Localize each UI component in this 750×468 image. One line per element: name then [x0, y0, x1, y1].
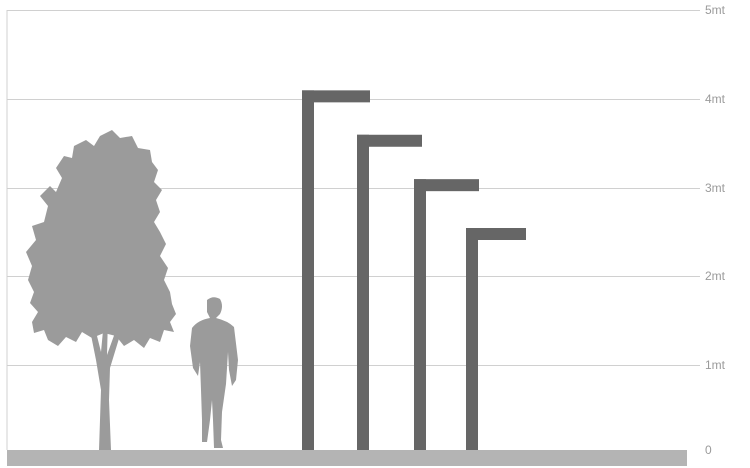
pole-4-arm: [466, 228, 526, 240]
pole-1: [302, 90, 370, 451]
tick-label-2m: 2mt: [705, 269, 726, 283]
pole-1-post: [302, 90, 314, 451]
tick-label-0: 0: [705, 443, 712, 457]
pole-2-arm: [357, 134, 422, 147]
poles: [302, 90, 526, 451]
tree-silhouette-icon: [26, 130, 176, 450]
pole-4-post: [466, 228, 478, 450]
tick-label-5m: 5mt: [705, 3, 726, 17]
pole-3-arm: [414, 179, 479, 192]
pole-1-arm: [302, 90, 370, 103]
pole-2: [357, 134, 422, 450]
pole-2-post: [357, 134, 369, 450]
tick-label-4m: 4mt: [705, 92, 726, 106]
tick-label-3m: 3mt: [705, 181, 726, 195]
tick-label-1m: 1mt: [705, 358, 726, 372]
pole-3-post: [414, 179, 426, 450]
pole-3: [414, 179, 479, 450]
ground-bar: [7, 450, 687, 466]
person-silhouette-icon: [190, 297, 238, 448]
tick-labels: 5mt 4mt 3mt 2mt 1mt 0: [705, 3, 726, 457]
pole-4: [466, 228, 526, 450]
